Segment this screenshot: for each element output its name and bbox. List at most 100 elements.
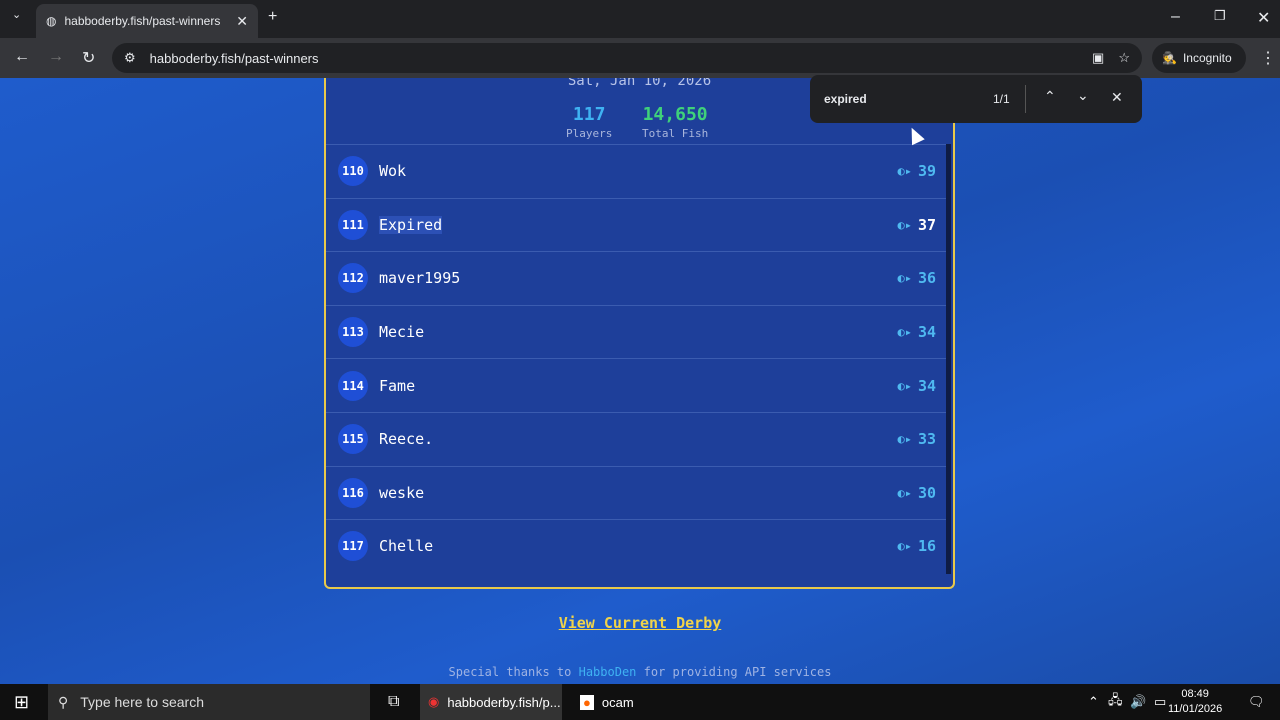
fish-icon: ◐▸ [897,539,912,554]
players-count: 117 [572,104,606,125]
leaderboard-row: 113 Mecie ◐▸ 34 [326,304,948,359]
score-value: 36 [917,269,936,288]
divider [1025,85,1026,113]
score-value: 37 [917,215,936,234]
volume-icon[interactable]: 🔊 [1130,694,1147,709]
chrome-label: habboderby.fish/p... [447,694,561,710]
player-name: maver1995 [379,269,461,288]
close-tab-icon[interactable]: ✕ [236,12,248,29]
fish-icon: ◐▸ [897,432,912,447]
fish-score: ◐▸ 30 [897,484,936,502]
restore-icon[interactable]: ❐ [1214,8,1226,23]
forward-icon[interactable]: → [48,48,64,65]
previous-match-icon[interactable]: ⌃ [1044,88,1056,104]
player-name: Fame [379,376,416,395]
search-icon: ⚲ [58,693,69,710]
clock-date: 11/01/2026 [1168,703,1223,715]
windows-start-icon[interactable]: ⊞ [14,691,30,712]
score-value: 39 [917,162,936,181]
rank-badge: 112 [338,263,368,294]
fish-icon: ◐▸ [897,271,912,286]
player-name: Reece. [379,430,434,449]
score-value: 30 [917,483,936,502]
task-view-icon[interactable]: ⧉ [388,693,400,710]
tab-title: habboderby.fish/past-winners [64,14,221,28]
fish-icon: ◐▸ [897,164,912,179]
taskbar-chrome[interactable]: ◉ habboderby.fish/p... [420,684,562,720]
incognito-label: Incognito [1182,51,1232,65]
fish-icon: ◐▸ [897,325,912,340]
network-icon[interactable]: 🖧 [1108,692,1123,707]
fish-score: ◐▸ 34 [897,323,936,341]
view-current-derby-link[interactable]: View Current Derby [558,614,722,632]
back-icon[interactable]: ← [14,48,30,65]
fish-score: ◐▸ 34 [897,377,936,395]
fish-icon: ◐▸ [897,378,912,393]
lens-icon[interactable]: ▣ [1092,50,1105,65]
url-field[interactable]: ⚙ habboderby.fish/past-winners ▣ ☆ [112,43,1142,73]
scrollbar[interactable] [946,144,951,574]
new-tab-icon[interactable]: + [268,8,278,25]
browser-tab[interactable]: ◍ habboderby.fish/past-winners ✕ [36,4,258,38]
find-input[interactable]: expired [824,92,867,106]
next-match-icon[interactable]: ⌄ [1077,87,1089,103]
players-stat: 117 Players [566,104,612,140]
score-value: 34 [917,323,936,342]
player-name: Expired [379,215,443,234]
ocam-icon: ● [580,694,594,710]
clock-time: 08:49 [1181,688,1209,700]
chrome-icon: ◉ [428,694,440,709]
page-content: Sat, Jan 10, 2026 117 Players 14,650 Tot… [0,78,1280,684]
leaderboard-row: 116 weske ◐▸ 30 [326,465,948,520]
total-fish-label: Total Fish [642,127,709,140]
reload-icon[interactable]: ↻ [82,50,96,67]
fish-icon: ◐▸ [897,485,912,500]
player-name: weske [379,483,425,502]
find-bar: expired 1/1 ⌃ ⌄ ✕ [810,75,1142,123]
taskbar-ocam[interactable]: ● ocam [572,684,642,720]
fish-score: ◐▸ 36 [897,269,936,287]
leaderboard-row: 112 maver1995 ◐▸ 36 [326,251,948,305]
notifications-icon[interactable]: 🗨 [1248,694,1265,709]
clock[interactable]: 08:49 11/01/2026 [1168,687,1222,717]
thanks-text-end: for providing API services [643,665,832,679]
thanks-text: Special thanks to [448,665,572,679]
bookmark-star-icon[interactable]: ☆ [1118,50,1130,65]
fish-score: ◐▸ 39 [897,162,936,180]
score-value: 16 [917,537,936,556]
player-name: Chelle [379,537,434,556]
rank-badge: 113 [338,317,368,348]
leaderboard-row: 114 Fame ◐▸ 34 [326,358,948,412]
rank-badge: 111 [338,209,368,240]
leaderboard-list: 110 Wok ◐▸ 39 111 Expired ◐▸ 37 112 mave… [326,144,948,573]
address-bar-row: ← → ↻ ⚙ habboderby.fish/past-winners ▣ ☆… [0,38,1280,78]
player-name: Mecie [379,323,425,342]
habboden-link[interactable]: HabboDen [578,665,637,679]
tab-search-icon[interactable]: ⌄ [12,9,22,21]
close-window-icon[interactable]: ✕ [1257,10,1271,27]
fish-icon: ◐▸ [897,217,912,232]
ocam-label: ocam [601,694,634,710]
taskbar: ⊞ ⚲ Type here to search ⧉ ◉ habboderby.f… [0,684,1280,720]
site-info-icon[interactable]: ⚙ [124,50,136,65]
minimize-icon[interactable]: – [1171,8,1180,25]
fish-score: ◐▸ 37 [897,216,936,234]
leaderboard-row: 110 Wok ◐▸ 39 [326,144,948,198]
tray-chevron-icon[interactable]: ⌃ [1088,694,1099,709]
players-label: Players [566,127,613,140]
incognito-badge[interactable]: 🕵 Incognito [1152,43,1246,73]
taskbar-search[interactable]: ⚲ Type here to search [48,684,370,720]
rank-badge: 110 [338,156,368,187]
total-fish-count: 14,650 [642,104,708,125]
menu-icon[interactable]: ⋮ [1260,50,1276,67]
score-value: 33 [917,430,936,449]
close-find-icon[interactable]: ✕ [1111,89,1123,105]
rank-badge: 116 [338,477,368,508]
credits: Special thanks to HabboDen for providing… [0,665,1280,679]
battery-icon[interactable]: ▭ [1154,694,1167,709]
score-value: 34 [917,376,936,395]
rank-badge: 115 [338,424,368,455]
rank-badge: 114 [338,370,368,401]
tab-strip: ⌄ ◍ habboderby.fish/past-winners ✕ + – ❐… [0,0,1280,38]
rank-badge: 117 [338,531,368,562]
